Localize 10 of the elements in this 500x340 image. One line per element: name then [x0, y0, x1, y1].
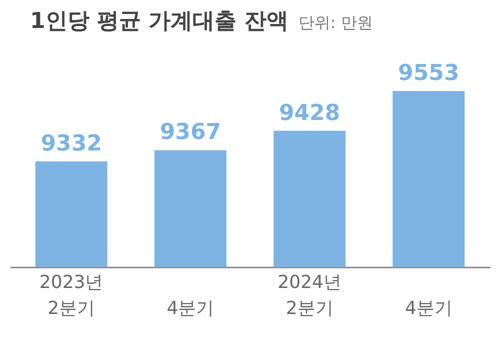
x-tick-label: 4분기: [166, 298, 214, 319]
data-label: 9332: [40, 131, 102, 156]
data-label: 9553: [398, 61, 460, 86]
x-tick-label: 4분기: [404, 298, 452, 319]
data-label: 9367: [160, 120, 222, 146]
x-tick-label: 2024년 2분기: [278, 272, 342, 319]
chart-title: 1인당 평균 가계대출 잔액: [30, 9, 288, 34]
x-tick-label: 2023년 2분기: [39, 272, 104, 319]
data-label: 9428: [278, 100, 340, 126]
chart-subtitle: 단위: 만원: [298, 13, 373, 32]
